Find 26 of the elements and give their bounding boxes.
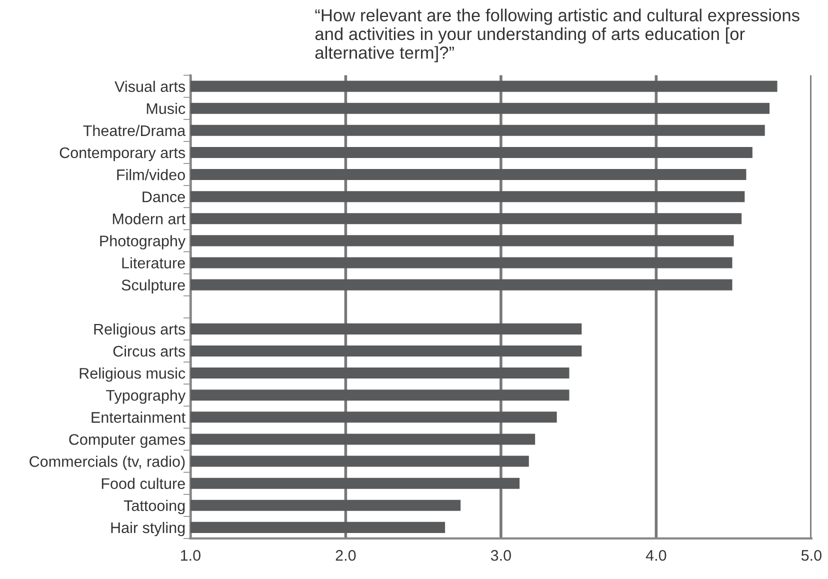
y-tick-label: Photography [100, 235, 186, 250]
y-tick-label: Religious music [80, 368, 186, 382]
y-tick-label: Commercials (tv, radio) [30, 456, 185, 470]
y-tick-label: Typography [106, 390, 186, 404]
chart-title: “How relevant are the following artistic and cultural expressions and activities in your understanding of arts education [or alternative term]?” [315, 8, 800, 62]
y-tick-label: Dance [142, 192, 185, 202]
y-tick-label: Sculpture [122, 279, 185, 294]
y-tick-label: Circus arts [113, 345, 186, 357]
x-tick-label: 5.0 [801, 550, 822, 561]
y-tick-label: Contemporary arts [60, 147, 186, 162]
y-tick-label: Entertainment [92, 412, 186, 423]
x-tick-label: 4.0 [646, 550, 666, 561]
y-tick-label: Hair styling [111, 522, 185, 536]
y-tick-label: Religious arts [94, 323, 186, 338]
y-tick-label: Theatre/Drama [83, 124, 186, 136]
y-tick-label: Computer games [69, 434, 186, 448]
y-tick-label: Visual arts [114, 80, 186, 92]
x-tick-label: 2.0 [336, 550, 356, 561]
x-tick-label: 3.0 [490, 550, 511, 561]
y-tick-label: Modern art [112, 213, 186, 224]
y-tick-label: Literature [122, 257, 185, 268]
y-tick-label: Music [146, 102, 186, 114]
y-tick-label: Film/video [117, 168, 185, 180]
y-tick-label: Food culture [102, 478, 185, 490]
x-tick-label: 1.0 [180, 550, 200, 561]
y-tick-label: Tattooing [124, 500, 185, 514]
